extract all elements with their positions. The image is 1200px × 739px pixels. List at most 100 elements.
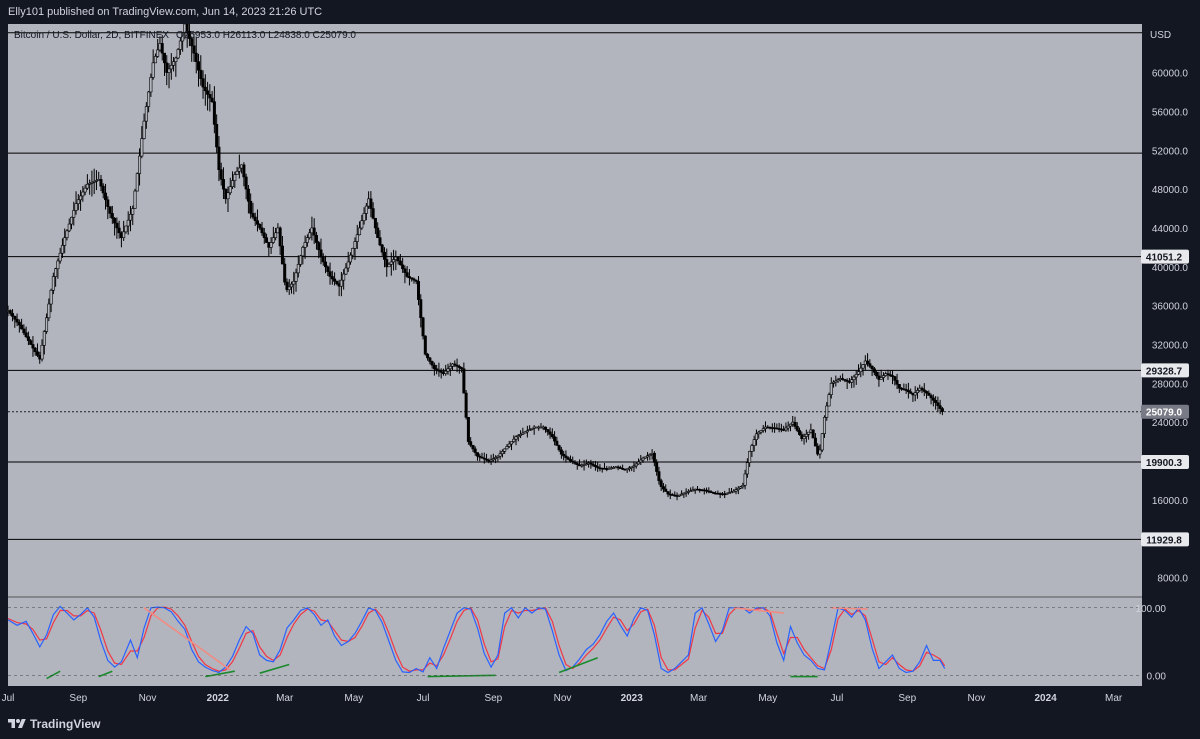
legend-ohlc: O25953.0 H26113.0 L24838.0 C25079.0 [176,30,356,41]
candle-body [219,169,223,180]
candle-body [221,179,225,190]
candle-body [682,492,686,495]
candle-body [446,368,450,372]
y-tick-label: 28000.0 [1152,379,1189,390]
y-tick-label: 44000.0 [1152,224,1189,235]
x-tick-label: Mar [1105,693,1123,704]
candle-body [167,68,171,73]
candle-body [321,256,325,263]
candle-body [480,456,484,459]
candle-body [661,486,665,490]
candle-body [870,365,874,370]
candle-body [473,448,477,453]
candle-body [925,391,929,394]
candle-body [546,429,550,433]
candle-body [897,384,901,389]
candle-body [875,372,879,377]
candle-body [283,263,287,283]
candle-body [859,367,863,372]
candle-body [568,459,572,462]
candle-body [514,436,518,440]
y-tick-label: 8000.0 [1157,574,1188,585]
bearish-divergence-line [831,607,868,610]
candle-body [596,466,600,469]
candle-body [428,357,432,362]
x-tick-label: Sep [69,693,87,704]
tradingview-chart[interactable]: 41051.2 29328.7 19900.3 11929.8 USD 60000.0 56… [0,14,1200,710]
candle-body [748,451,752,463]
candle-body [906,389,910,393]
published-header: Elly101 published on TradingView.com, Ju… [0,0,1200,24]
candle-body [246,188,250,202]
candle-body [798,430,802,435]
candle-body [364,205,368,214]
candle-body [294,272,298,282]
candle-body [99,179,103,187]
candle-body [802,436,806,439]
level-label: 29328.7 [1146,366,1183,377]
candle-body [289,283,293,288]
candle-body [632,465,636,468]
candle-body [841,378,845,380]
candle-body [734,489,738,492]
candle-body [344,267,348,275]
bullish-divergence-line [46,670,61,680]
candle-body [680,493,684,496]
oscillator-pane[interactable] [7,596,1142,686]
currency-label: USD [1150,30,1171,41]
candle-body [453,363,457,366]
bearish-divergence-line [733,607,784,614]
candle-body [795,426,799,431]
candle-body [133,190,137,209]
candle-body [333,278,337,282]
candle-body [35,351,39,356]
price-pane-background [8,24,1142,597]
candle-body [83,187,87,193]
candle-body [271,237,275,243]
candle-body [471,444,475,450]
candle-body [169,64,173,70]
candle-body [70,216,74,225]
bullish-divergence-line [98,670,113,678]
candle-body [398,260,402,266]
chart-area[interactable]: 41051.2 29328.7 19900.3 11929.8 USD 60000.0 56… [0,14,1200,710]
candle-body [664,488,668,492]
candle-body [913,392,917,396]
level-label-background [1141,532,1189,547]
candle-body [741,485,745,488]
candle-body [825,405,829,418]
candle-body [174,57,178,62]
candle-body [106,199,110,207]
candle-body [194,52,198,62]
stoch-d-line [7,606,946,672]
candle-body [124,225,128,233]
candle-body [804,434,808,437]
candle-body [936,402,940,406]
candle-body [754,433,758,440]
candle-body [466,417,470,442]
candle-body [319,249,323,258]
candle-body [65,230,69,238]
footer: TradingView [0,710,1200,739]
candle-body [462,368,466,394]
candle-body [278,227,282,247]
candle-body [149,77,153,93]
candle-body [852,376,856,380]
x-tick-label: Mar [690,693,708,704]
bullish-divergence-line [205,670,235,678]
y-tick-label: 52000.0 [1152,146,1189,157]
candle-body [260,227,264,234]
candle-body [677,494,681,497]
price-pane[interactable] [6,14,1142,597]
candle-body [255,220,259,225]
candle-body [88,182,92,185]
candle-body [85,183,89,189]
candle-body [67,223,71,232]
osc-tick-label: 0.00 [1147,671,1167,682]
candle-body [29,340,33,345]
candle-body [920,387,924,391]
candle-body [212,101,216,125]
tradingview-brand[interactable]: TradingView [8,716,100,732]
candle-body [412,278,416,281]
candle-body [228,186,232,194]
